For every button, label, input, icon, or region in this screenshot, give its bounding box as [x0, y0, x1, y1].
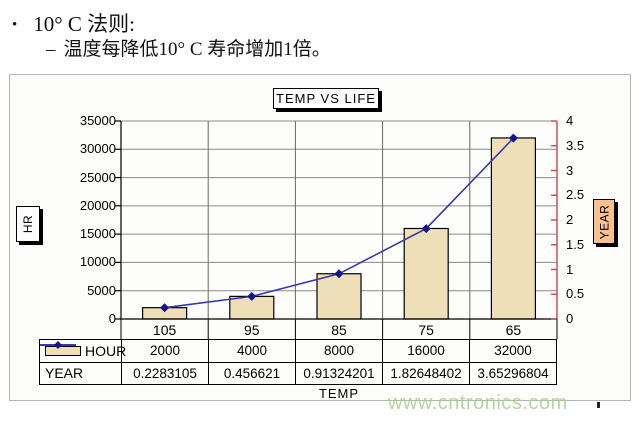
legend-label-year: YEAR — [45, 365, 84, 382]
right-tick-label-4: 4 — [566, 113, 574, 128]
left-tick-label-20000: 20000 — [79, 197, 116, 213]
left-tick-label-15000: 15000 — [79, 226, 116, 242]
right-tick-label-0: 0 — [566, 311, 574, 326]
left-tick-label-10000: 10000 — [79, 254, 116, 270]
bar-hour-75 — [403, 227, 449, 320]
table-value-year-95: 0.456621 — [209, 362, 296, 384]
table-value-hour-65: 32000 — [494, 343, 532, 359]
table-value-year-75: 1.82648402 — [383, 362, 470, 384]
left-tick-label-35000: 35000 — [79, 113, 116, 128]
page-number-mark — [597, 402, 600, 408]
table-value-hour-85: 8000 — [296, 340, 383, 362]
bar-hour-65 — [490, 137, 536, 320]
chart-title-box: TEMP VS LIFE — [273, 88, 379, 109]
right-tick-label-0.5: 0.5 — [566, 286, 585, 302]
watermark: www.cntronics.com — [388, 392, 568, 414]
bullet-icon: • — [12, 17, 18, 33]
dash-icon: – — [46, 39, 56, 60]
legend-label-hour: HOUR — [85, 342, 127, 359]
marker-diamond-75 — [421, 224, 431, 234]
chart-frame: TEMP VS LIFE HR YEAR 0 5000 10000 15000 2000… — [9, 74, 631, 401]
right-tick-label-1.5: 1.5 — [566, 236, 585, 252]
legend-item-year: YEAR — [40, 341, 122, 384]
plot-area — [115, 120, 558, 339]
marker-diamond-85 — [334, 269, 344, 279]
x-category-label-105: 105 — [152, 322, 177, 338]
right-tick-label-2: 2 — [566, 212, 574, 227]
table-value-year-85: 0.91324201 — [296, 362, 383, 384]
table-value-year-105: 0.2283105 — [122, 362, 209, 384]
left-tick-label-25000: 25000 — [79, 169, 116, 185]
x-category-label-75: 75 — [418, 322, 434, 338]
slide-sub-line: – 温度每降低10° C 寿命增加1倍。 — [46, 34, 331, 61]
left-tick-label-5000: 5000 — [87, 282, 116, 298]
legend-item-hour: HOUR — [40, 340, 126, 362]
slide-sub-text: 温度每降低10° C 寿命增加1倍。 — [63, 39, 331, 60]
chart-data-table: HOUR 2000 4000 8000 16000 32000 YEAR 0.22831… — [39, 339, 557, 385]
left-axis-title: HR — [21, 214, 35, 234]
table-value-hour-105: 2000 — [122, 340, 209, 362]
table-value-year-65: 3.65296804 — [477, 365, 549, 381]
x-category-label-65: 65 — [505, 322, 522, 338]
right-tick-label-3.5: 3.5 — [566, 137, 585, 153]
bar-hour-85 — [316, 273, 362, 320]
table-value-hour-95: 4000 — [209, 340, 296, 362]
x-axis-title: TEMP — [318, 386, 360, 401]
x-category-label-85: 85 — [331, 322, 347, 338]
slide-title-text: 10° C 法则: — [33, 12, 136, 36]
left-axis-title-box: HR — [16, 206, 40, 242]
bar-series-swatch-icon — [45, 345, 81, 356]
table-value-hour-75: 16000 — [383, 340, 470, 362]
table-row-year: YEAR 0.2283105 0.456621 0.91324201 1.826484… — [40, 341, 556, 384]
right-axis-title-box: YEAR — [593, 199, 615, 244]
right-tick-label-1: 1 — [566, 261, 574, 277]
slide-title-line: • 10° C 法则: — [12, 8, 135, 38]
chart-title: TEMP VS LIFE — [276, 91, 376, 106]
x-category-label-95: 95 — [243, 322, 260, 338]
marker-diamond-105 — [160, 303, 170, 313]
left-tick-label-0: 0 — [108, 311, 116, 326]
right-tick-label-3: 3 — [566, 162, 574, 178]
marker-diamond-95 — [247, 291, 257, 301]
right-tick-label-2.5: 2.5 — [566, 187, 585, 203]
table-row-hour: HOUR 2000 4000 8000 16000 32000 — [40, 340, 556, 363]
marker-diamond-65 — [508, 133, 518, 143]
left-tick-label-30000: 30000 — [79, 141, 116, 157]
line-series-swatch-icon — [40, 341, 76, 349]
